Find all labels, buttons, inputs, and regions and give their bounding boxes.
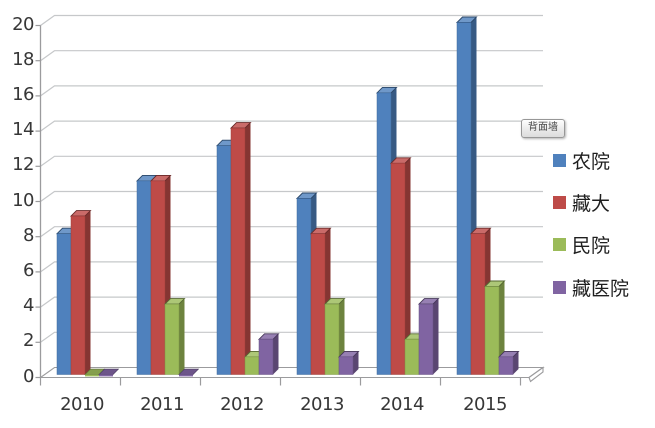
legend-swatch-icon — [553, 280, 566, 294]
bar-2014-s1[interactable]: 农院 2014: 16 — [376, 92, 392, 375]
y-axis-label: 16 — [12, 83, 34, 105]
bar-2011-s2[interactable]: 藏大 2011: 11 — [150, 180, 166, 375]
legend-item[interactable]: 藏大 — [553, 191, 611, 215]
y-axis-label: 2 — [23, 330, 34, 352]
legend-item[interactable]: 民院 — [553, 234, 611, 258]
legend-item-label: 藏大 — [572, 192, 611, 215]
bar-2013-s2[interactable]: 藏大 2013: 8 — [310, 233, 326, 375]
legend-item[interactable]: 藏医院 — [553, 276, 630, 300]
bar-2013-s1[interactable]: 农院 2013: 10 — [296, 198, 312, 375]
bar-2010-s1[interactable]: 农院 2010: 8 — [56, 233, 72, 375]
bar-2015-s3[interactable]: 民院 2015: 5 — [484, 286, 500, 375]
bar-2014-s2[interactable]: 藏大 2014: 12 — [390, 163, 406, 375]
x-axis-label: 2013 — [300, 394, 344, 415]
y-axis-label: 6 — [23, 259, 34, 281]
x-axis-label: 2011 — [140, 394, 184, 415]
x-axis-label: 2015 — [463, 394, 507, 415]
bar-2010-s2-side[interactable] — [85, 210, 91, 375]
floor-edge — [528, 366, 544, 383]
bar-2015-s4[interactable]: 藏医院 2015: 1 — [498, 356, 514, 375]
x-axis-label: 2012 — [220, 394, 264, 415]
bar-2012-s2[interactable]: 藏大 2012: 14 — [230, 127, 246, 375]
legend-swatch-icon — [553, 153, 566, 167]
bar-2014-s4[interactable]: 藏医院 2014: 4 — [418, 303, 434, 375]
legend-item-label: 农院 — [572, 150, 611, 173]
bar-2011-s3-side[interactable] — [179, 298, 185, 375]
bar-2013-s4[interactable]: 藏医院 2013: 1 — [338, 356, 354, 375]
gridline — [40, 14, 543, 26]
bar-2015-s1[interactable]: 农院 2015: 20 — [456, 22, 472, 375]
gridline — [40, 50, 543, 62]
x-axis-label: 2014 — [380, 394, 424, 415]
legend-item-label: 民院 — [572, 235, 611, 258]
bar-2010-s3-front[interactable] — [85, 374, 99, 377]
bar-2011-s1[interactable]: 农院 2011: 11 — [136, 180, 152, 375]
y-axis-label: 10 — [12, 189, 34, 211]
bar-2013-s3[interactable]: 民院 2013: 4 — [324, 303, 340, 375]
y-axis-label: 20 — [12, 13, 34, 35]
bar-2010-s4-front[interactable] — [99, 374, 113, 377]
y-axis-label: 18 — [12, 48, 34, 70]
bar-2014-s3[interactable]: 民院 2014: 2 — [404, 339, 420, 375]
x-axis-label: 2010 — [60, 394, 104, 415]
bar-2011-s3[interactable]: 民院 2011: 4 — [164, 303, 180, 375]
bar-2015-s4-side[interactable] — [513, 351, 519, 375]
y-axis-label: 14 — [12, 119, 34, 141]
gridline — [40, 85, 543, 97]
bar-2012-s4-side[interactable] — [273, 333, 279, 375]
legend-swatch-icon — [553, 238, 566, 252]
bar-2015-s3-side[interactable] — [499, 281, 505, 375]
bar-2014-s2-side[interactable] — [405, 157, 411, 375]
legend-item[interactable]: 农院 — [553, 149, 611, 173]
bar-2012-s3[interactable]: 民院 2012: 1 — [244, 356, 260, 375]
y-axis-label: 4 — [23, 295, 34, 317]
bar-2012-s2-side[interactable] — [245, 122, 251, 375]
legend-item-label: 藏医院 — [572, 277, 630, 300]
bar-2012-s4[interactable]: 藏医院 2012: 2 — [258, 339, 274, 375]
bar-2011-s4-front[interactable] — [179, 374, 193, 377]
back-wall-tooltip-label: 背面墙 — [528, 122, 558, 133]
bar-2015-s2[interactable]: 藏大 2015: 8 — [470, 233, 486, 375]
legend-swatch-icon — [553, 195, 566, 209]
back-wall-tooltip: 背面墙 — [521, 119, 565, 138]
bar-2012-s1[interactable]: 农院 2012: 13 — [216, 145, 232, 375]
bar-2010-s2[interactable]: 藏大 2010: 9 — [70, 215, 86, 375]
y-axis-label: 12 — [12, 154, 34, 176]
bar-2013-s4-side[interactable] — [353, 351, 359, 375]
bar-2014-s4-side[interactable] — [433, 298, 439, 375]
y-axis-label: 0 — [23, 365, 34, 387]
y-axis-label: 8 — [23, 224, 34, 246]
